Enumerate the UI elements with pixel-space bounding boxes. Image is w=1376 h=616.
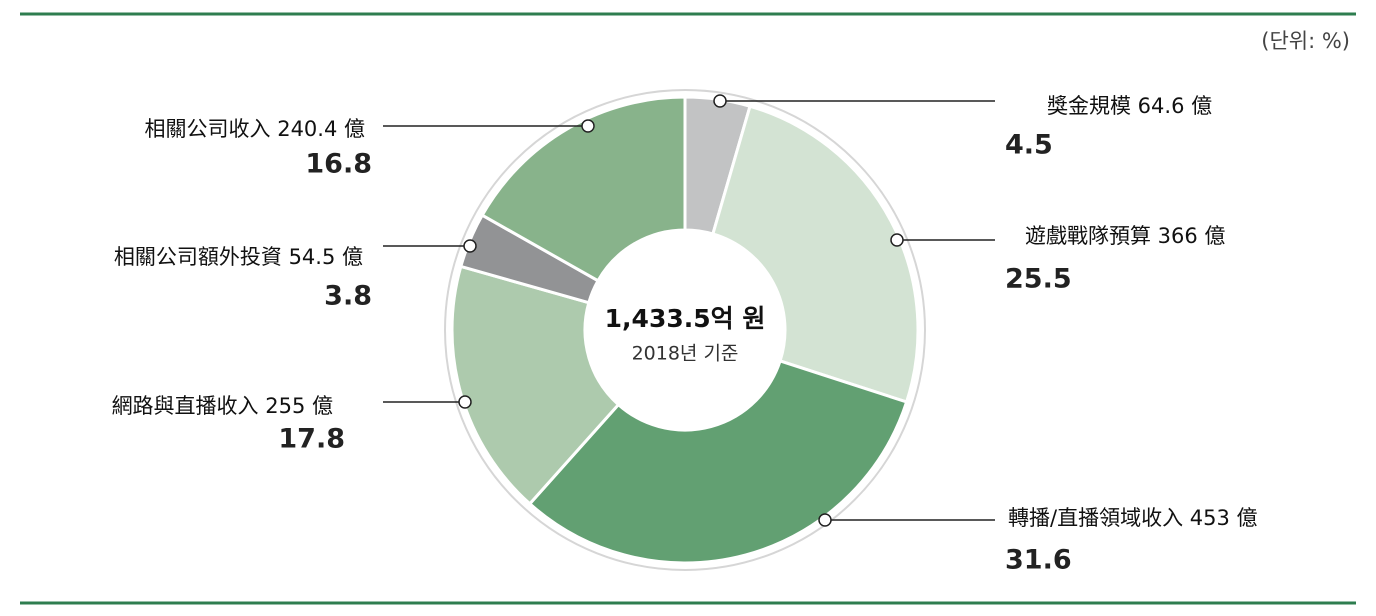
category-label: 遊戲戰隊預算 366 億 bbox=[1025, 224, 1225, 248]
value-label: 17.8 bbox=[278, 424, 345, 455]
leader-dot bbox=[818, 513, 832, 527]
leader-dot bbox=[463, 239, 477, 253]
value-label: 3.8 bbox=[324, 281, 372, 312]
labels: 獎金規模 64.6 億 4.5 遊戲戰隊預算 366 億 25.5 轉播/直播領域收入 … bbox=[112, 94, 1258, 576]
category-label: 獎金規模 64.6 億 bbox=[1047, 94, 1212, 118]
wedges bbox=[450, 95, 920, 565]
value-label: 4.5 bbox=[1005, 130, 1053, 161]
leader-dot bbox=[581, 119, 595, 133]
value-label: 16.8 bbox=[305, 149, 372, 180]
category-label: 網路與直播收入 255 億 bbox=[112, 394, 333, 418]
leader-dot bbox=[890, 233, 904, 247]
leader-dot bbox=[713, 94, 727, 108]
category-label: 相關公司額外投資 54.5 億 bbox=[114, 245, 363, 269]
value-label: 25.5 bbox=[1005, 264, 1072, 295]
category-label: 相關公司收入 240.4 億 bbox=[145, 117, 365, 141]
unit-note: (단위: %) bbox=[1261, 29, 1350, 53]
outer-ring bbox=[444, 89, 926, 571]
category-label: 轉播/直播領域收入 453 億 bbox=[1008, 506, 1258, 530]
center-title: 1,433.5억 원 bbox=[605, 304, 766, 333]
value-label: 31.6 bbox=[1005, 545, 1072, 576]
donut-hole bbox=[585, 230, 785, 430]
center-subtitle: 2018년 기준 bbox=[632, 343, 739, 365]
leader-dot bbox=[458, 395, 472, 409]
